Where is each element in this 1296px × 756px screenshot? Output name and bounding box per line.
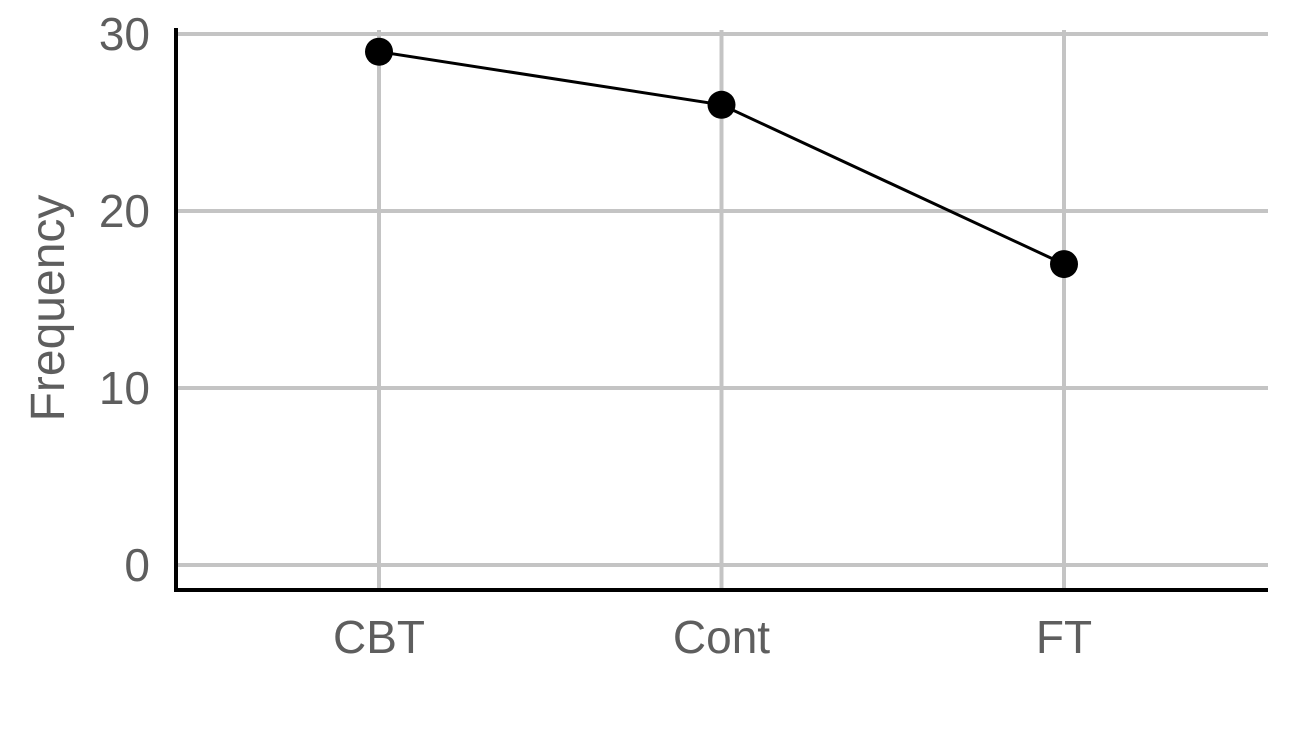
grid xyxy=(176,30,1268,590)
data-point xyxy=(365,37,393,66)
y-tick-label: 20 xyxy=(99,185,150,237)
y-tick-label: 30 xyxy=(99,8,150,60)
data-point xyxy=(707,90,736,119)
y-tick-label: 10 xyxy=(99,362,150,414)
tick-labels: 0 10 20 30 CBT Cont FT xyxy=(99,8,1092,663)
y-axis-title: Frequency xyxy=(22,195,75,422)
axes xyxy=(174,28,1268,592)
x-tick-label: Cont xyxy=(673,611,770,663)
series xyxy=(365,37,1078,279)
data-point xyxy=(1050,250,1078,279)
y-tick-label: 0 xyxy=(124,539,150,591)
x-tick-label: FT xyxy=(1036,611,1092,663)
x-tick-label: CBT xyxy=(333,611,425,663)
axis-frame xyxy=(174,28,1268,592)
